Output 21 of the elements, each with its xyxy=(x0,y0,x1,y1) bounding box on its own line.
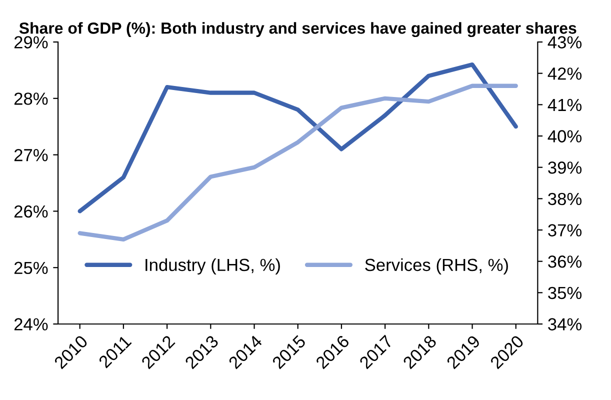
y2-tick-label: 41% xyxy=(548,98,582,112)
y2-tick-label: 36% xyxy=(548,256,582,268)
y2-tick-label: 40% xyxy=(548,130,582,142)
y2-tick-label: 37% xyxy=(548,224,582,236)
chart-title: Share of GDP (%): Both industry and services have gained greater shares xyxy=(19,22,576,38)
line-series xyxy=(78,84,518,242)
y2-tick-label: 34% xyxy=(548,318,582,330)
y2-tick-label: 43% xyxy=(548,36,582,48)
y2-tick-label: 42% xyxy=(548,68,582,80)
y2-tick-label: 38% xyxy=(548,192,582,206)
y-tick-label: 29% xyxy=(14,36,48,48)
y2-tick-label: 35% xyxy=(548,286,582,300)
y-tick-label: 27% xyxy=(14,148,48,162)
y-tick-label: 26% xyxy=(14,205,48,218)
line-series xyxy=(78,62,518,214)
y-tick-label: 28% xyxy=(14,92,48,105)
y-tick-label: 24% xyxy=(14,318,48,330)
y-tick-label: 25% xyxy=(14,262,48,274)
legend-label: Services (RHS, %) xyxy=(365,258,508,275)
legend-label: Industry (LHS, %) xyxy=(146,258,280,275)
y2-tick-label: 39% xyxy=(548,162,582,174)
